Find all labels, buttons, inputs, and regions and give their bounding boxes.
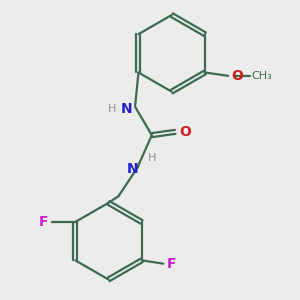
Text: F: F (167, 257, 176, 271)
Text: O: O (179, 125, 191, 139)
Text: F: F (39, 215, 49, 229)
Text: CH₃: CH₃ (251, 71, 272, 81)
Text: N: N (127, 162, 138, 176)
Text: N: N (121, 103, 133, 116)
Text: O: O (231, 69, 243, 83)
Text: H: H (148, 153, 157, 163)
Text: H: H (108, 104, 117, 115)
